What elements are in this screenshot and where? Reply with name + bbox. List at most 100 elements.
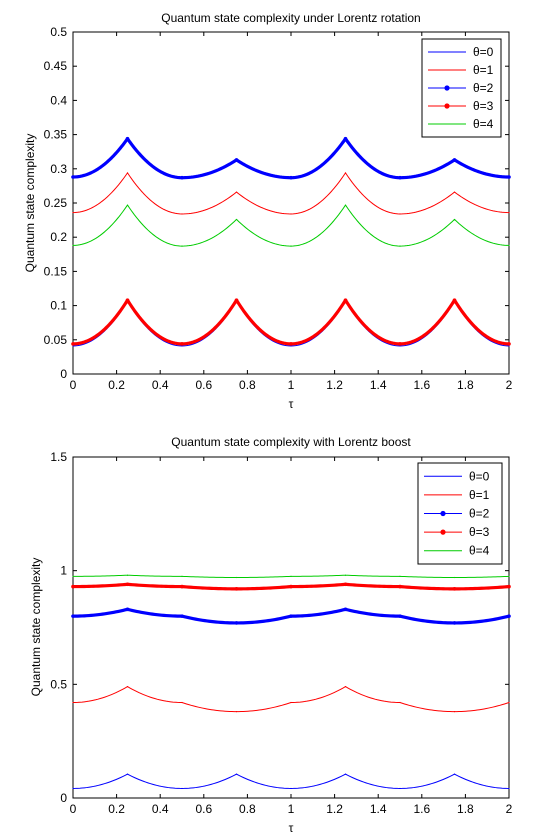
- x-axis: 0 0.2 0.4 0.6 0.8 1 1.2 1.4 1.6 1.8 2: [70, 457, 513, 816]
- x-tick-label: 1.4: [370, 802, 387, 816]
- data-point: [398, 342, 402, 346]
- legend-label: θ=4: [473, 117, 494, 131]
- legend-label: θ=0: [473, 45, 494, 59]
- data-point: [125, 607, 130, 612]
- legend-label: θ=4: [469, 544, 490, 558]
- data-point: [453, 711, 456, 713]
- x-tick-label: 0: [70, 802, 77, 816]
- x-tick-label: 1.6: [413, 802, 430, 816]
- legend-label: θ=3: [473, 99, 494, 113]
- y-tick-label: 0.25: [44, 196, 68, 210]
- x-axis-label: τ: [289, 397, 294, 411]
- data-point: [343, 607, 348, 612]
- data-point: [344, 204, 347, 206]
- y-tick-label: 1.5: [50, 450, 67, 464]
- data-point: [343, 582, 348, 587]
- legend-marker: [444, 103, 450, 109]
- legend-label: θ=2: [469, 507, 490, 521]
- data-point: [343, 298, 348, 302]
- data-point: [72, 701, 74, 704]
- legend-marker: [440, 529, 446, 535]
- y-axis: 0 0.05 0.1 0.15 0.2 0.25 0.3 0.35 0.4 0.45 0.5: [44, 25, 509, 381]
- data-point: [453, 773, 456, 775]
- y-tick-label: 0.4: [50, 93, 67, 107]
- data-point: [507, 584, 511, 589]
- data-point: [290, 245, 292, 247]
- data-point: [398, 584, 402, 589]
- x-axis-label: τ: [289, 821, 294, 835]
- y-axis-label: Quantum state complexity: [23, 134, 37, 273]
- data-point: [508, 244, 510, 247]
- data-point: [72, 787, 74, 790]
- y-tick-label: 0: [60, 791, 67, 805]
- y-tick-label: 0: [60, 367, 67, 381]
- data-point: [181, 575, 183, 577]
- x-tick-label: 1.8: [457, 802, 474, 816]
- legend-label: θ=3: [469, 525, 490, 539]
- data-point: [452, 621, 457, 625]
- legend-label: θ=0: [469, 469, 490, 483]
- data-point: [235, 576, 238, 579]
- data-point: [71, 614, 75, 618]
- y-axis-label: Quantum state complexity: [29, 558, 43, 697]
- data-point: [71, 342, 75, 346]
- data-point: [398, 614, 402, 618]
- chart-lorentz-rotation: Quantum state complexity under Lorentz r…: [23, 11, 513, 411]
- data-point: [125, 136, 130, 141]
- y-tick-label: 0.1: [50, 299, 67, 313]
- data-point: [181, 701, 183, 704]
- x-tick-label: 0.4: [152, 802, 169, 816]
- data-point: [290, 787, 292, 790]
- data-point: [71, 584, 75, 589]
- data-point: [126, 204, 129, 206]
- x-tick-label: 0.2: [108, 378, 125, 392]
- data-point: [180, 342, 184, 346]
- data-point: [452, 298, 457, 302]
- y-tick-label: 0.3: [50, 162, 67, 176]
- legend-label: θ=1: [469, 488, 490, 502]
- data-point: [507, 342, 511, 346]
- data-point: [290, 701, 292, 704]
- chart-title: Quantum state complexity under Lorentz r…: [161, 11, 420, 25]
- data-point: [289, 584, 293, 589]
- x-tick-label: 0.6: [195, 378, 212, 392]
- data-point: [235, 711, 238, 713]
- data-point: [125, 582, 130, 587]
- x-tick-label: 0.8: [239, 378, 256, 392]
- series-layer: [71, 136, 511, 347]
- legend-marker: [440, 510, 446, 517]
- data-point: [72, 244, 74, 247]
- data-point: [235, 191, 238, 193]
- data-point: [234, 621, 239, 625]
- x-tick-label: 1: [288, 802, 295, 816]
- data-point: [126, 773, 129, 775]
- chart-title: Quantum state complexity with Lorentz bo…: [171, 435, 411, 449]
- data-point: [344, 686, 347, 688]
- data-point: [126, 172, 129, 174]
- y-tick-label: 0.5: [50, 25, 67, 39]
- data-point: [399, 213, 401, 215]
- data-point: [235, 773, 238, 775]
- x-tick-label: 0.8: [239, 802, 256, 816]
- data-point: [507, 175, 511, 179]
- data-point: [234, 158, 239, 162]
- data-point: [452, 587, 457, 591]
- data-point: [180, 175, 184, 180]
- data-point: [125, 298, 130, 302]
- data-point: [180, 614, 184, 618]
- legend: θ=0 θ=1 θ=2 θ=3 θ=4: [417, 462, 503, 565]
- data-point: [508, 211, 510, 214]
- data-point: [290, 575, 292, 577]
- x-tick-label: 1: [288, 378, 295, 392]
- data-point: [235, 218, 238, 221]
- x-tick-label: 1.6: [413, 378, 430, 392]
- x-tick-label: 0.4: [152, 378, 169, 392]
- x-axis: 0 0.2 0.4 0.6 0.8 1 1.2 1.4 1.6 1.8 2: [70, 32, 513, 392]
- data-point: [126, 574, 129, 576]
- data-point: [344, 574, 347, 576]
- data-point: [453, 191, 456, 193]
- x-tick-label: 2: [506, 802, 513, 816]
- y-tick-label: 0.35: [44, 128, 68, 142]
- data-point: [453, 576, 456, 579]
